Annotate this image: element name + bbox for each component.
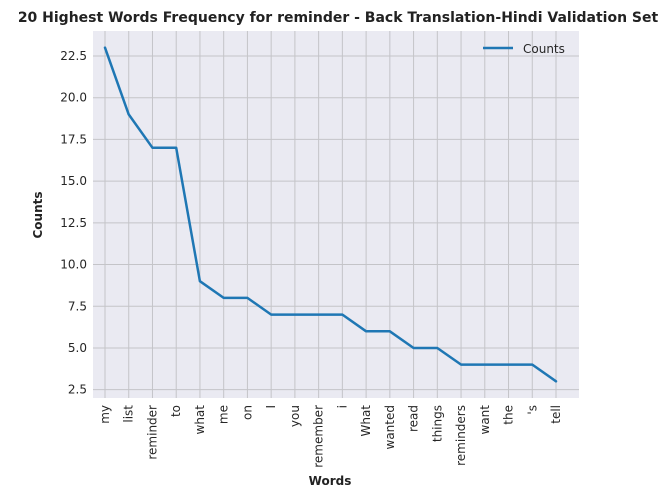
chart-title: 20 Highest Words Frequency for reminder … <box>18 10 659 26</box>
x-tick-label: you <box>288 405 302 427</box>
x-tick-label: the <box>502 405 516 425</box>
y-tick-label: 7.5 <box>68 299 87 313</box>
y-tick-label: 17.5 <box>60 132 87 146</box>
x-tick-label: my <box>98 405 112 424</box>
x-tick-label: read <box>407 405 421 432</box>
series-line-counts <box>103 46 558 383</box>
legend-label-counts: Counts <box>523 42 565 56</box>
x-tick-label: 's <box>525 405 539 415</box>
x-tick-label: to <box>169 405 183 417</box>
x-tick-label: i <box>335 405 349 408</box>
x-tick-label: on <box>240 405 254 420</box>
x-axis-label: Words <box>309 474 352 488</box>
y-axis-label: Counts <box>31 191 45 238</box>
y-tick-labels: 2.5 5.0 7.5 10.0 12.5 15.0 17.5 20.0 22.5 <box>60 49 87 397</box>
legend: Counts <box>483 42 565 56</box>
x-tick-label: I <box>264 405 278 409</box>
x-tick-label: tell <box>549 405 563 424</box>
series-layer <box>103 46 558 383</box>
x-tick-label: reminder <box>145 405 159 460</box>
x-tick-label: reminders <box>454 405 468 466</box>
x-tick-label: what <box>193 405 207 435</box>
x-tick-label: list <box>122 405 136 423</box>
y-tick-label: 2.5 <box>68 383 87 397</box>
y-tick-label: 10.0 <box>60 258 87 272</box>
x-tick-label: me <box>217 405 231 424</box>
y-tick-label: 15.0 <box>60 174 87 188</box>
x-tick-label: What <box>359 405 373 437</box>
x-tick-label: remember <box>312 405 326 468</box>
x-tick-label: wanted <box>383 405 397 449</box>
y-tick-label: 5.0 <box>68 341 87 355</box>
y-tick-label: 12.5 <box>60 216 87 230</box>
x-tick-label: things <box>430 405 444 442</box>
y-tick-label: 20.0 <box>60 91 87 105</box>
plot-area <box>93 31 579 398</box>
grid <box>93 31 579 398</box>
x-tick-label: want <box>478 405 492 435</box>
y-tick-label: 22.5 <box>60 49 87 63</box>
